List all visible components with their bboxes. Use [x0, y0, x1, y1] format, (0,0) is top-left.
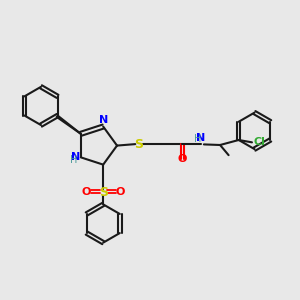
- Text: S: S: [99, 186, 108, 199]
- Text: H: H: [194, 134, 201, 144]
- Text: O: O: [81, 187, 91, 197]
- Text: O: O: [178, 154, 187, 164]
- Text: N: N: [99, 115, 108, 125]
- Text: N: N: [71, 152, 80, 162]
- Text: O: O: [116, 187, 125, 197]
- Text: N: N: [196, 133, 206, 143]
- Text: H: H: [70, 155, 77, 165]
- Text: Cl: Cl: [254, 137, 265, 147]
- Text: S: S: [135, 138, 144, 151]
